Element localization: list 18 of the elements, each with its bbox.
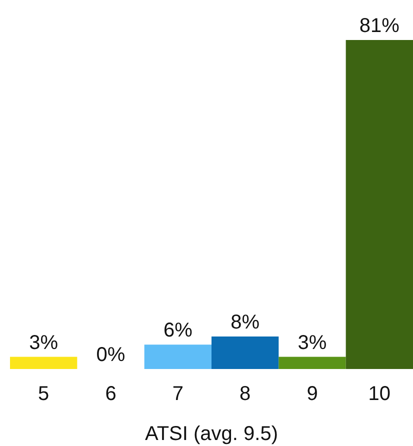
data-label: 0% [96,344,126,366]
data-label: 3% [29,332,58,354]
data-label: 8% [230,312,260,334]
x-tick-label: 5 [38,383,50,405]
data-label: 6% [163,320,193,342]
bar [278,356,346,369]
x-tick-label: 6 [105,383,116,405]
bar [144,344,212,369]
x-tick-label: 9 [306,383,318,405]
bar [10,356,78,369]
x-tick-label: 8 [240,383,251,405]
data-label: 81% [359,15,400,37]
bar [346,40,413,369]
x-axis-title: ATSI (avg. 9.5) [144,423,278,445]
x-tick-label: 7 [172,383,184,405]
data-label: 3% [298,332,327,354]
x-tick-label: 10 [368,383,391,405]
bar [212,336,279,369]
